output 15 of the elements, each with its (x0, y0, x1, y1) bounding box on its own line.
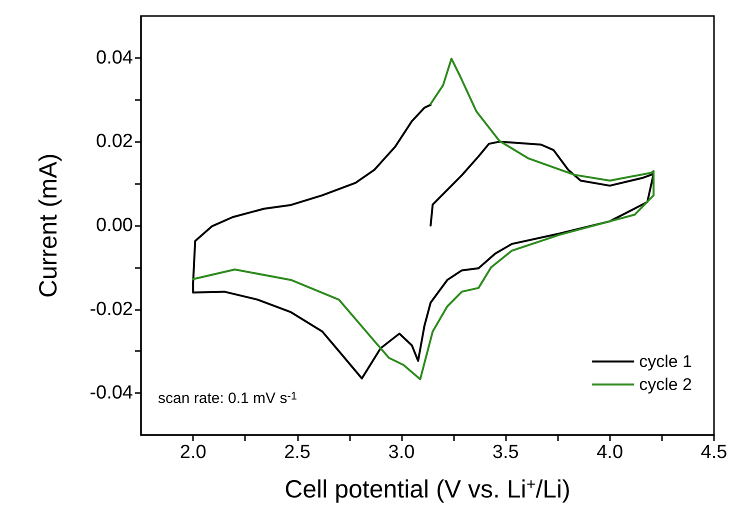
y-tick-label: -0.04 (90, 382, 134, 404)
x-tick-label: 2.5 (284, 442, 310, 463)
x-tick-label: 3.0 (388, 442, 415, 463)
legend-label: cycle 2 (639, 375, 692, 394)
x-tick-label: 2.0 (180, 442, 206, 463)
y-tick-label: 0.00 (96, 215, 133, 236)
y-tick-label: 0.04 (96, 47, 134, 68)
y-axis-title: Current (mA) (34, 153, 62, 298)
x-tick-label: 4.0 (596, 442, 624, 463)
legend-label: cycle 1 (639, 352, 692, 371)
x-tick-label: 3.5 (492, 442, 519, 463)
y-tick-label: 0.02 (96, 131, 133, 152)
x-tick-label: 4.5 (700, 442, 728, 463)
y-tick-label: -0.02 (90, 298, 133, 320)
x-axis-title: Cell potential (V vs. Li+/Li) (284, 476, 570, 504)
